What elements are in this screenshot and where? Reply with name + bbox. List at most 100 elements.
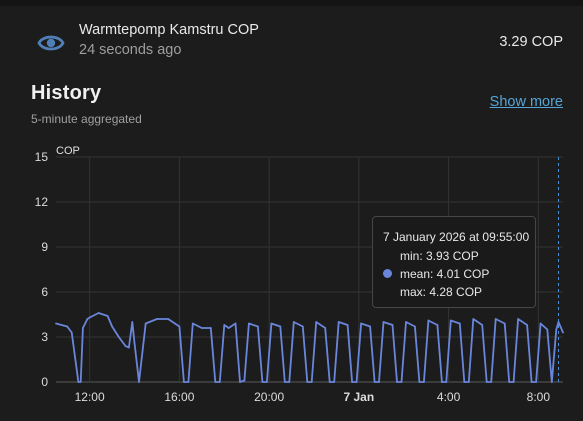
data-point (351, 381, 353, 383)
data-point (292, 321, 295, 323)
data-point (449, 319, 452, 322)
x-tick-label: 12:00 (75, 390, 105, 404)
y-tick-label: 15 (35, 150, 49, 164)
data-point (82, 327, 84, 329)
data-point (508, 381, 511, 383)
data-point (550, 381, 553, 383)
entity-last-changed: 24 seconds ago (79, 42, 182, 58)
data-point (346, 324, 349, 326)
data-point (261, 381, 264, 383)
data-point (227, 327, 230, 329)
data-point (283, 381, 286, 383)
data-point (481, 324, 484, 326)
history-chart[interactable]: 0 3 6 9 12 15 12:00 16:00 20:00 7 Jan 4:00 8:00 CO… (0, 140, 583, 421)
data-point (248, 322, 250, 325)
y-axis-ticks: 0 3 6 9 12 15 (35, 150, 49, 389)
data-point (517, 318, 519, 320)
data-point (239, 381, 241, 383)
entity-row[interactable]: Warmtepomp Kamstru COP 24 seconds ago 3.… (0, 10, 583, 74)
series-line (55, 312, 564, 383)
data-point (414, 325, 416, 328)
y-tick-label: 12 (35, 195, 49, 209)
data-point (79, 381, 82, 383)
data-point (535, 381, 537, 383)
data-point (127, 346, 130, 349)
data-point (218, 381, 221, 383)
data-point (355, 381, 358, 383)
data-point (234, 322, 237, 325)
data-point (131, 321, 134, 323)
data-point (555, 328, 558, 331)
data-point (55, 322, 57, 325)
data-point (458, 322, 461, 325)
data-point (530, 381, 533, 383)
x-tick-label: 7 Jan (344, 390, 375, 404)
data-point (418, 381, 421, 383)
y-tick-label: 3 (41, 330, 48, 344)
data-point (472, 318, 475, 320)
data-point (279, 325, 282, 328)
data-point (214, 381, 217, 383)
data-point (243, 379, 246, 382)
data-point (174, 322, 176, 325)
data-point (526, 324, 528, 326)
chart-grid (56, 156, 563, 383)
x-tick-label: 4:00 (437, 390, 461, 404)
data-point (503, 322, 506, 325)
data-point (546, 328, 549, 331)
tooltip-min: min: 3.93 COP (400, 249, 479, 263)
data-point (400, 381, 403, 383)
y-tick-label: 0 (41, 375, 48, 389)
data-point (138, 381, 140, 383)
data-point (512, 381, 515, 383)
data-point (144, 322, 147, 325)
data-point (288, 381, 291, 383)
data-point (301, 325, 304, 328)
data-point (391, 324, 394, 326)
data-point (183, 381, 185, 383)
x-axis-ticks: 12:00 16:00 20:00 7 Jan 4:00 8:00 (75, 390, 551, 404)
data-point (373, 381, 376, 383)
data-point (441, 381, 443, 383)
data-point (106, 315, 109, 317)
data-point (70, 331, 73, 334)
show-more-link[interactable]: Show more (489, 94, 563, 110)
data-point (266, 381, 268, 383)
data-point (485, 381, 488, 383)
data-point (156, 318, 158, 320)
x-tick-label: 16:00 (164, 390, 194, 404)
data-point (490, 381, 493, 383)
data-point (86, 318, 89, 320)
data-point (436, 324, 439, 326)
data-point (306, 381, 309, 383)
data-point (423, 381, 425, 383)
data-point (133, 342, 136, 344)
data-point (223, 324, 226, 326)
data-point (378, 381, 380, 383)
series-color-dot (383, 269, 392, 278)
data-point (191, 322, 194, 325)
top-strip (0, 0, 583, 6)
data-point (77, 381, 80, 383)
entity-state: 3.29 COP (499, 34, 563, 50)
data-point (360, 322, 362, 325)
chart-tooltip: 7 January 2026 at 09:55:00 min: 3.93 COP… (372, 216, 536, 308)
data-point (117, 336, 120, 338)
data-point (427, 319, 430, 322)
data-point (200, 327, 203, 329)
data-point (178, 325, 181, 328)
data-point (88, 316, 91, 319)
tooltip-title: 7 January 2026 at 09:55:00 (383, 230, 530, 244)
data-point (97, 312, 100, 314)
data-point (167, 318, 170, 320)
series-group (55, 312, 564, 383)
tooltip-max: max: 4.28 COP (400, 285, 483, 299)
data-point (494, 318, 497, 320)
data-point (257, 325, 259, 328)
data-point (111, 325, 113, 328)
eye-icon (37, 35, 65, 51)
history-title: History (31, 82, 102, 104)
data-point (315, 321, 318, 323)
data-point (382, 321, 385, 323)
y-axis-label: COP (56, 145, 80, 157)
